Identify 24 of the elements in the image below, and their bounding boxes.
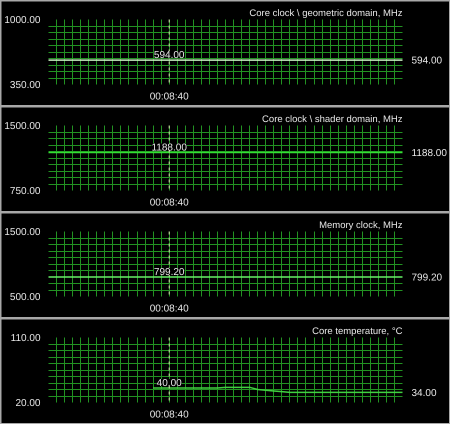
chart-title: Memory clock, MHz	[319, 220, 403, 231]
x-tick-label: 00:08:40	[150, 92, 190, 102]
y-tick-label: 1500.00	[4, 121, 41, 132]
y-tick-label: 500.00	[10, 292, 41, 303]
data-label: 594.00	[412, 56, 443, 67]
annotation: 594.00	[154, 50, 185, 62]
annotation: 799.20	[154, 267, 185, 278]
data-label: 1188.00	[412, 148, 448, 160]
chart-title: Core clock \ geometric domain, MHz	[249, 8, 403, 19]
y-tick-label: 350.00	[10, 80, 41, 91]
y-tick-label: 1000.00	[4, 15, 41, 26]
y-tick-label: 110.00	[10, 333, 41, 344]
x-tick-label: 00:08:40	[150, 410, 190, 420]
y-tick-label: 750.00	[10, 186, 41, 197]
data-label: 34.00	[412, 388, 437, 399]
y-tick-label: 1500.00	[4, 227, 41, 238]
x-tick-label: 00:08:40	[150, 304, 190, 314]
annotation: 40.00	[156, 378, 182, 390]
chart-title: Core temperature, °C	[312, 326, 403, 337]
data-label: 799.20	[412, 272, 443, 284]
y-tick-label: 20.00	[15, 398, 41, 409]
chart-title: Core clock \ shader domain, MHz	[262, 114, 403, 125]
x-tick-label: 00:08:40	[150, 198, 190, 208]
annotation: 1188.00	[151, 142, 188, 154]
